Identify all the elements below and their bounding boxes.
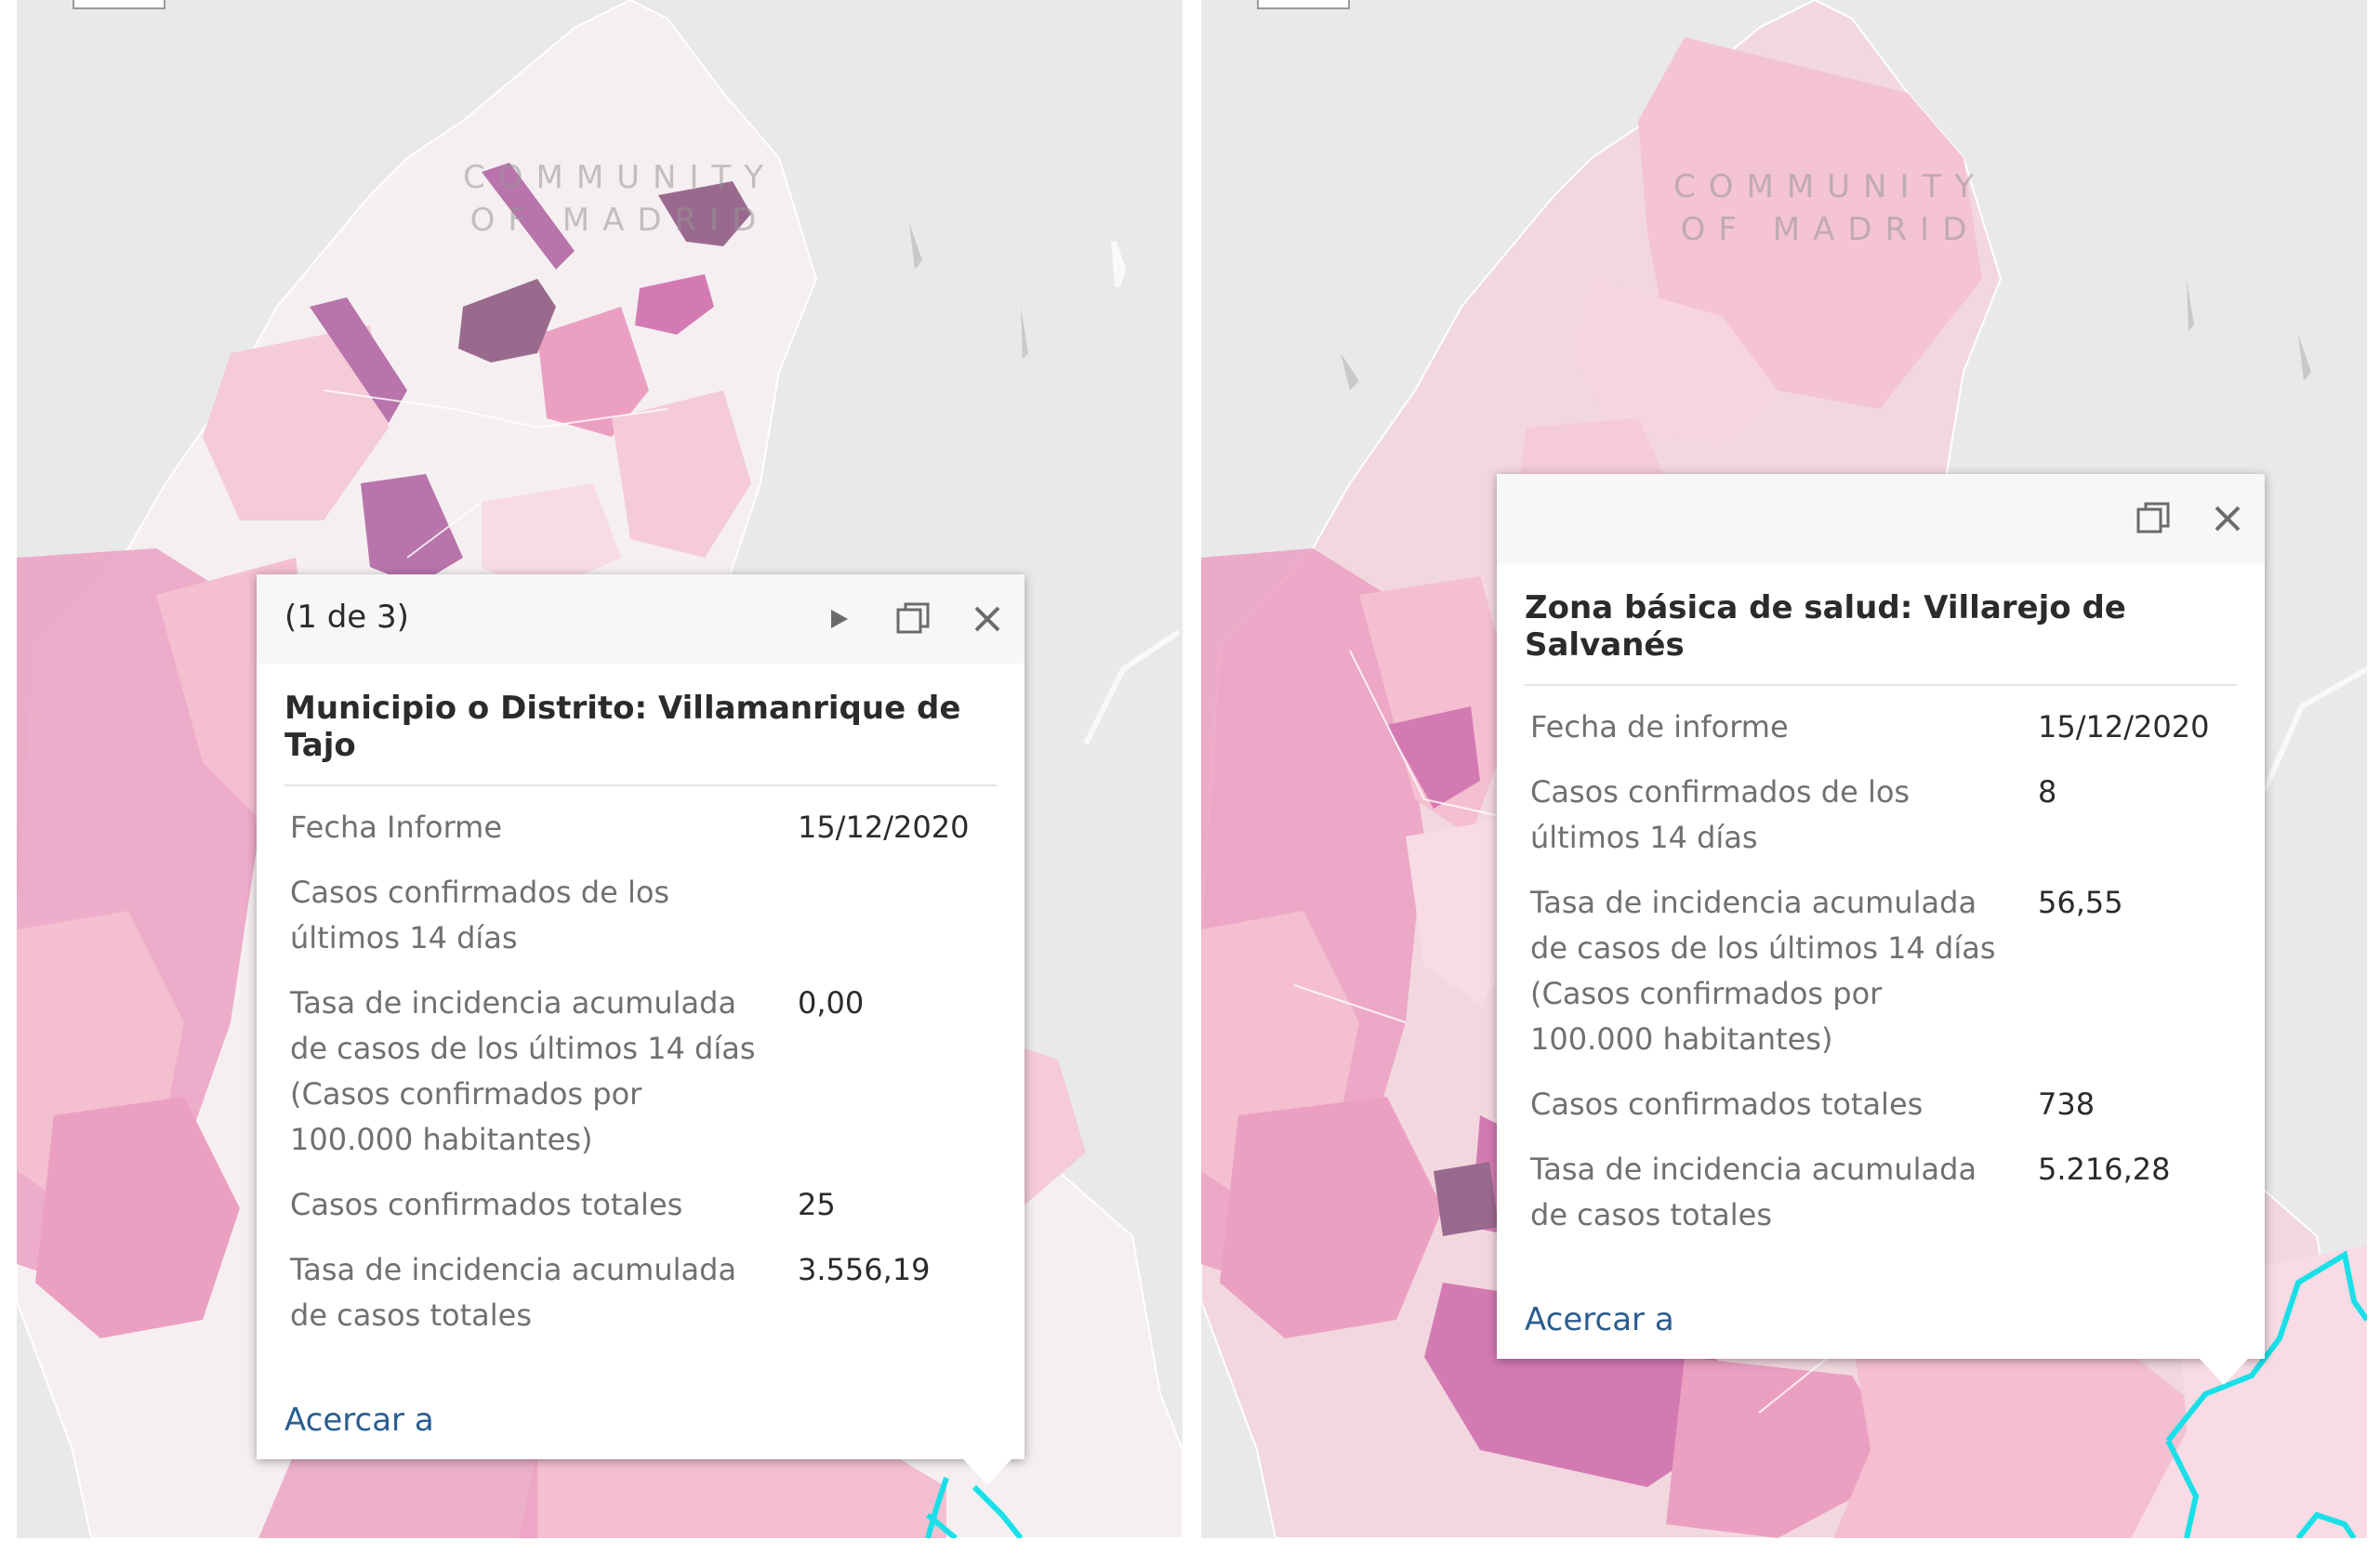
table-row: Fecha de informe 15/12/2020 bbox=[1525, 705, 2215, 770]
field-value: 25 bbox=[798, 1187, 836, 1222]
field-value: 0,00 bbox=[798, 985, 865, 1021]
table-row: Casos confirmados totales 738 bbox=[1525, 1082, 2215, 1147]
field-label: Casos confirmados totales bbox=[290, 1187, 683, 1222]
close-icon[interactable] bbox=[969, 600, 1006, 638]
map-control-button[interactable] bbox=[73, 0, 165, 9]
field-value: 5.216,28 bbox=[2038, 1152, 2171, 1187]
next-arrow-icon[interactable] bbox=[820, 600, 857, 638]
field-value: 56,55 bbox=[2038, 885, 2123, 920]
popup-header: (1 de 3) bbox=[257, 574, 1025, 664]
region-label-line1: COMMUNITY bbox=[1673, 168, 1988, 205]
popup-pointer bbox=[2200, 1359, 2248, 1385]
zoom-to-link[interactable]: Acercar a bbox=[1525, 1301, 1674, 1338]
region-label-line1: COMMUNITY bbox=[463, 159, 777, 196]
popup-pointer bbox=[963, 1459, 1012, 1485]
field-label: Casos confirmados de los últimos 14 días bbox=[1530, 774, 1911, 855]
field-value: 738 bbox=[2038, 1086, 2096, 1122]
region-label-line2: OF MADRID bbox=[469, 202, 770, 239]
field-label: Fecha de informe bbox=[1530, 709, 1789, 744]
field-value: 8 bbox=[2038, 774, 2057, 810]
table-row: Fecha Informe 15/12/2020 bbox=[284, 805, 974, 870]
table-row: Tasa de incidencia acumulada de casos to… bbox=[1525, 1147, 2215, 1258]
field-label: Tasa de incidencia acumulada de casos de… bbox=[290, 985, 756, 1157]
region-label: COMMUNITY OF MADRID bbox=[463, 156, 776, 242]
table-row: Tasa de incidencia acumulada de casos to… bbox=[284, 1247, 974, 1358]
region-label-line2: OF MADRID bbox=[1680, 211, 1980, 248]
field-label: Casos confirmados de los últimos 14 días bbox=[290, 875, 670, 955]
maximize-icon[interactable] bbox=[2135, 500, 2172, 537]
maximize-icon[interactable] bbox=[894, 600, 932, 638]
attribute-table: Fecha Informe 15/12/2020 Casos confirmad… bbox=[284, 805, 974, 1358]
map-control-button[interactable] bbox=[1257, 0, 1350, 9]
page-indicator: (1 de 3) bbox=[284, 599, 409, 636]
attribute-table: Fecha de informe 15/12/2020 Casos confir… bbox=[1525, 705, 2215, 1258]
field-value: 3.556,19 bbox=[798, 1252, 931, 1287]
field-label: Casos confirmados totales bbox=[1530, 1086, 1924, 1122]
table-row: Casos confirmados de los últimos 14 días… bbox=[1525, 770, 2215, 880]
popup-title: Zona básica de salud: Villarejo de Salva… bbox=[1525, 563, 2237, 686]
field-value: 15/12/2020 bbox=[2038, 709, 2210, 744]
field-value: 15/12/2020 bbox=[798, 810, 970, 845]
table-row: Tasa de incidencia acumulada de casos de… bbox=[1525, 880, 2215, 1082]
feature-popup: Zona básica de salud: Villarejo de Salva… bbox=[1497, 474, 2265, 1359]
field-value bbox=[792, 870, 974, 981]
feature-popup: (1 de 3) Municipio o Distrito: Villamanr… bbox=[257, 574, 1025, 1459]
popup-title: Municipio o Distrito: Villamanrique de T… bbox=[284, 664, 997, 786]
field-label: Tasa de incidencia acumulada de casos to… bbox=[1530, 1152, 1977, 1232]
table-row: Casos confirmados totales 25 bbox=[284, 1182, 974, 1247]
field-label: Tasa de incidencia acumulada de casos to… bbox=[290, 1252, 737, 1333]
table-row: Casos confirmados de los últimos 14 días bbox=[284, 870, 974, 981]
close-icon[interactable] bbox=[2209, 500, 2246, 537]
field-label: Fecha Informe bbox=[290, 810, 503, 845]
field-label: Tasa de incidencia acumulada de casos de… bbox=[1530, 885, 1996, 1057]
table-row: Tasa de incidencia acumulada de casos de… bbox=[284, 981, 974, 1182]
zoom-to-link[interactable]: Acercar a bbox=[284, 1402, 434, 1439]
popup-header bbox=[1497, 474, 2265, 563]
region-label: COMMUNITY OF MADRID bbox=[1673, 165, 1987, 251]
